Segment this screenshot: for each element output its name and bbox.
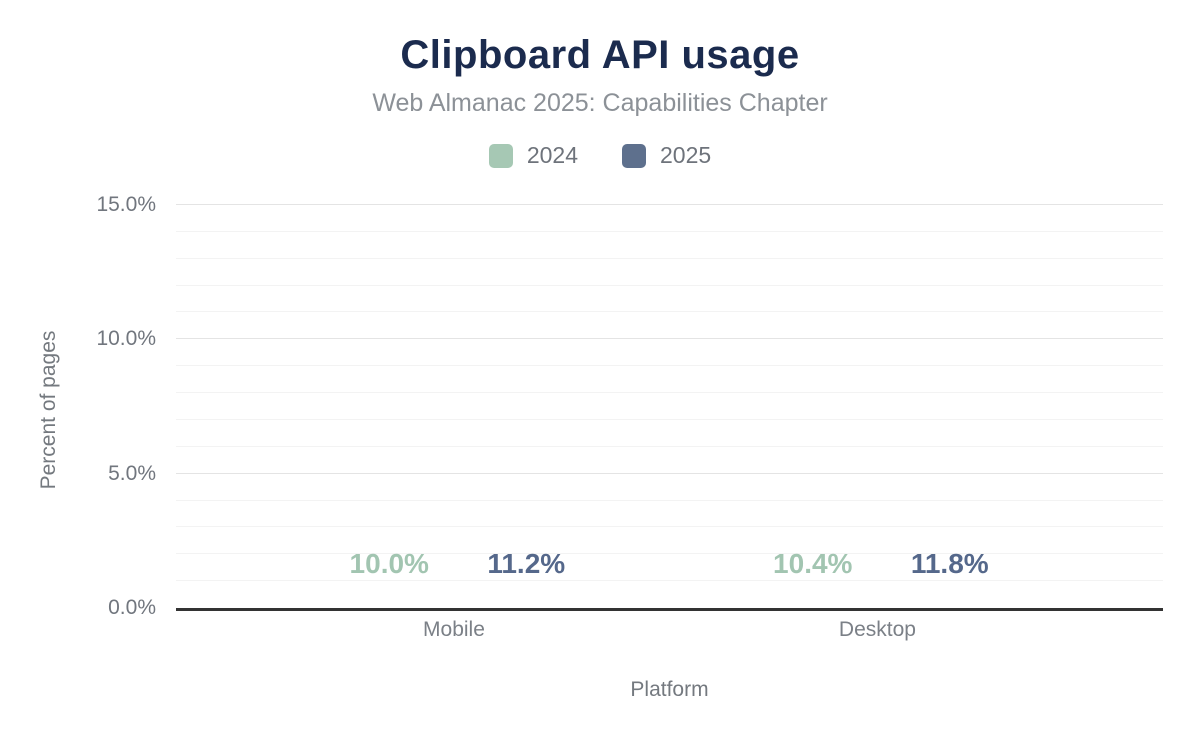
major-gridline <box>176 204 1163 205</box>
major-gridline <box>176 338 1163 340</box>
bar-value-label: 11.8% <box>910 548 989 579</box>
plot-area: 10.0% 11.2% 10.4% 11.8% <box>176 204 1163 611</box>
bar-value-label: 10.4% <box>773 548 853 579</box>
minor-gridline <box>176 526 1163 528</box>
chart-subtitle: Web Almanac 2025: Capabilities Chapter <box>372 89 828 117</box>
bar-value-label: 11.2% <box>487 548 566 579</box>
minor-gridline <box>176 445 1163 447</box>
chart-title: Clipboard API usage <box>400 33 800 77</box>
x-tick-label-desktop: Desktop <box>838 618 916 641</box>
x-axis-title: Platform <box>630 678 709 701</box>
minor-gridline <box>176 580 1163 582</box>
legend-swatch-2024 <box>488 143 513 168</box>
legend-item-2025: 2025 <box>622 142 711 169</box>
x-axis-ticks: Mobile Desktop <box>176 618 1163 642</box>
y-tick-label: 5.0% <box>108 461 156 485</box>
minor-gridline <box>176 230 1163 232</box>
minor-gridline <box>176 311 1163 313</box>
x-tick-label-mobile: Mobile <box>423 618 485 641</box>
y-tick-label: 0.0% <box>108 596 156 619</box>
minor-gridline <box>176 553 1163 555</box>
y-tick-label: 10.0% <box>96 327 156 351</box>
major-gridline <box>176 472 1163 474</box>
legend-label: 2024 <box>526 142 578 168</box>
legend-label: 2025 <box>660 142 712 168</box>
minor-gridline <box>176 365 1163 367</box>
y-tick-label: 15.0% <box>96 193 156 216</box>
legend: 2024 2025 <box>0 142 1200 169</box>
minor-gridline <box>176 418 1163 420</box>
legend-swatch-2025 <box>622 143 646 168</box>
legend-item-2024: 2024 <box>488 142 578 169</box>
minor-gridline <box>176 257 1163 259</box>
y-axis-ticks: 0.0% 5.0% 10.0% 15.0% <box>0 193 164 619</box>
bars-row: 10.0% 11.2% 10.4% 11.8% <box>176 205 1163 608</box>
minor-gridline <box>176 284 1163 286</box>
minor-gridline <box>176 499 1163 501</box>
minor-gridline <box>176 392 1163 394</box>
bar-value-label: 10.0% <box>349 548 429 579</box>
